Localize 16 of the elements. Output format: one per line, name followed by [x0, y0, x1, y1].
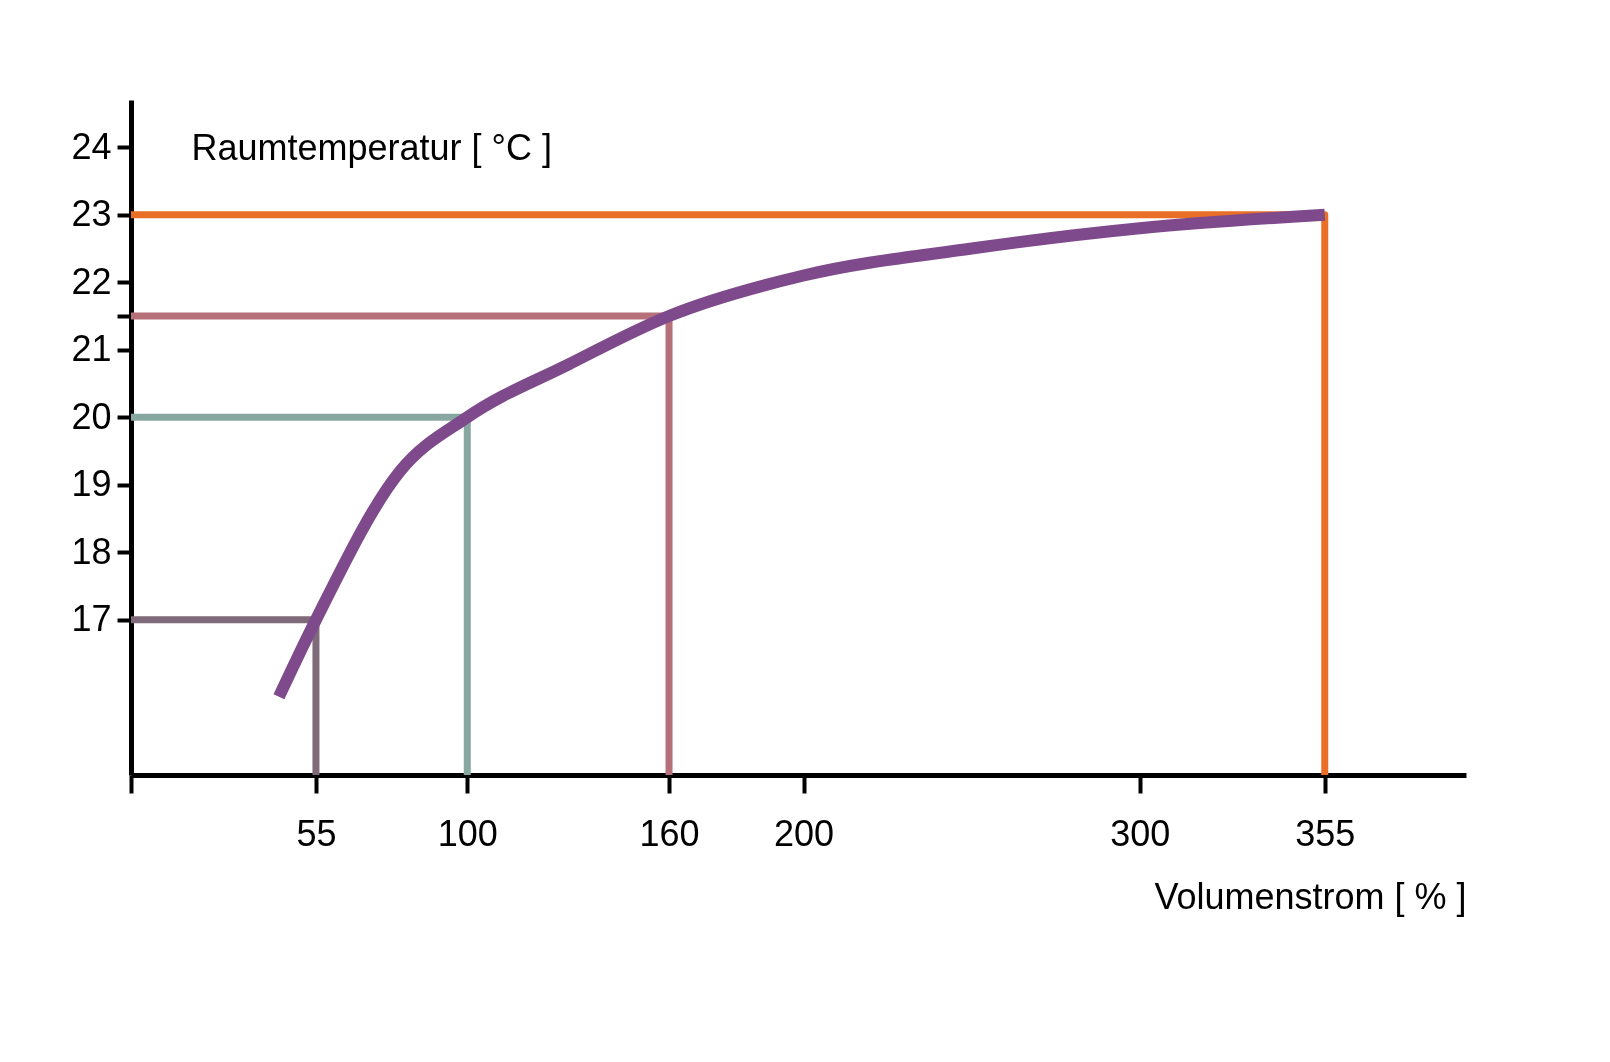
- x-tick-label: 200: [774, 812, 835, 854]
- y-tick-label: 22: [71, 260, 112, 302]
- x-tick-label: 55: [296, 812, 337, 854]
- y-tick-label: 23: [71, 193, 112, 235]
- x-tick-label: 100: [437, 812, 498, 854]
- y-axis-title: Raumtemperatur [ °C ]: [191, 126, 553, 168]
- y-tick-label: 18: [71, 530, 112, 572]
- y-tick-label: 19: [71, 463, 112, 505]
- y-tick-label: 17: [71, 598, 112, 640]
- y-tick-label: 24: [71, 125, 112, 167]
- x-axis-title: Volumenstrom [ % ]: [1154, 875, 1467, 917]
- y-tick-label: 21: [71, 328, 112, 370]
- x-tick-label: 160: [639, 812, 700, 854]
- y-tick-label: 20: [71, 395, 112, 437]
- x-tick-label: 300: [1110, 812, 1171, 854]
- x-tick-label: 355: [1295, 812, 1356, 854]
